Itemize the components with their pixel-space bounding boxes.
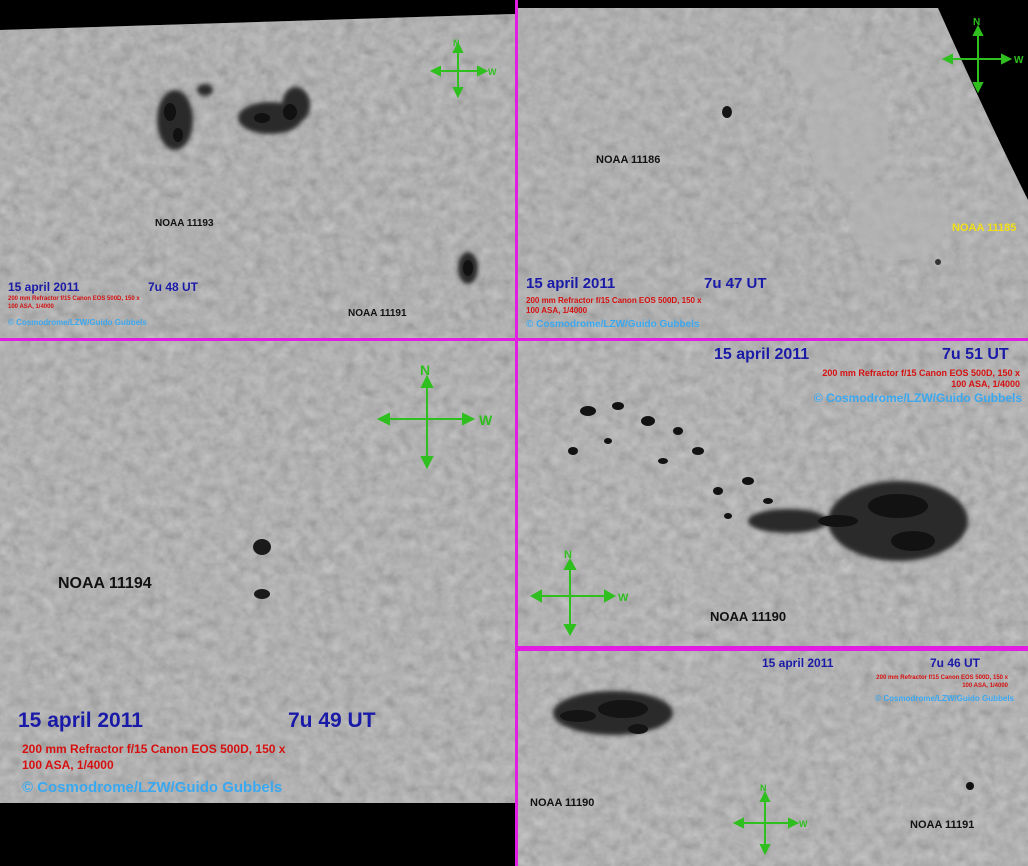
compass-rose-icon: N W (375, 359, 495, 470)
equipment-line-1: 200 mm Refractor f/15 Canon EOS 500D, 15… (526, 296, 702, 305)
equipment-line-1: 200 mm Refractor f/15 Canon EOS 500D, 15… (22, 742, 286, 756)
date-label: 15 april 2011 (8, 280, 80, 294)
time-label: 7u 46 UT (930, 656, 981, 670)
divider-horizontal-right (518, 646, 1028, 651)
date-label: 15 april 2011 (762, 656, 834, 670)
equipment-line-2: 100 ASA, 1/4000 (526, 306, 588, 315)
time-label: 7u 48 UT (148, 280, 199, 294)
copyright-label: © Cosmodrome/LZW/Guido Gubbels (22, 779, 283, 796)
compass-rose-icon: N W (429, 38, 500, 99)
compass-w: W (479, 412, 493, 428)
region-label: NOAA 11191 (910, 819, 975, 831)
copyright-label: © Cosmodrome/LZW/Guido Gubbels (526, 319, 700, 330)
time-label: 7u 51 UT (942, 346, 1009, 363)
divider-horizontal (0, 338, 1028, 341)
compass-w: W (799, 819, 808, 829)
compass-rose-icon: N W (938, 15, 1028, 95)
divider-vertical (515, 0, 518, 866)
copyright-label: © Cosmodrome/LZW/Guido Gubbels (8, 318, 147, 327)
compass-w: W (488, 67, 497, 77)
region-label: NOAA 11190 (530, 797, 595, 809)
copyright-label: © Cosmodrome/LZW/Guido Gubbels (875, 694, 1014, 703)
compass-n: N (564, 549, 572, 561)
panel-middle-right: N W NOAA 11190 15 april 2011 7u 51 UT 20… (518, 341, 1028, 646)
sun-limb-image (518, 8, 1028, 338)
compass-n: N (760, 783, 767, 793)
sun-surface-image (0, 14, 515, 338)
region-label-yellow: NOAA 11185 (952, 222, 1017, 234)
region-label: NOAA 11186 (596, 154, 661, 166)
date-label: 15 april 2011 (18, 709, 143, 732)
compass-rose-icon: N W (529, 546, 640, 637)
date-label: 15 april 2011 (714, 346, 810, 363)
equipment-line-2: 100 ASA, 1/4000 (22, 758, 114, 772)
region-label: NOAA 11191 (348, 308, 407, 319)
equipment-line-1: 200 mm Refractor f/15 Canon EOS 500D, 15… (822, 368, 1020, 378)
compass-n: N (453, 38, 460, 48)
panel-bottom-right: N W NOAA 11190 NOAA 11191 15 april 2011 … (518, 651, 1028, 866)
region-label: NOAA 11194 (58, 575, 152, 592)
region-label: NOAA 11193 (155, 218, 214, 229)
panel-top-right: N W NOAA 11186 NOAA 11185 15 april 2011 … (518, 0, 1028, 338)
equipment-line-2: 100 ASA, 1/4000 (8, 304, 54, 310)
time-label: 7u 47 UT (704, 275, 767, 292)
panel-top-left: N W NOAA 11193 NOAA 11191 15 april 2011 … (0, 0, 515, 338)
compass-n: N (973, 17, 980, 28)
equipment-line-2: 100 ASA, 1/4000 (951, 379, 1020, 389)
empty-black-area (0, 803, 515, 866)
compass-rose-icon: N W (732, 781, 813, 856)
compass-w: W (618, 592, 629, 604)
copyright-label: © Cosmodrome/LZW/Guido Gubbels (813, 391, 1022, 405)
equipment-line-1: 200 mm Refractor f/15 Canon EOS 500D, 15… (876, 675, 1008, 681)
equipment-line-2: 100 ASA, 1/4000 (962, 683, 1008, 689)
compass-w: W (1014, 55, 1024, 66)
panel-bottom-left: N W NOAA 11194 15 april 2011 7u 49 UT 20… (0, 341, 515, 803)
compass-n: N (420, 362, 430, 378)
sun-surface-image (518, 651, 1028, 866)
equipment-line-1: 200 mm Refractor f/15 Canon EOS 500D, 15… (8, 296, 140, 302)
date-label: 15 april 2011 (526, 275, 616, 292)
time-label: 7u 49 UT (288, 709, 376, 732)
region-label: NOAA 11190 (710, 609, 787, 624)
